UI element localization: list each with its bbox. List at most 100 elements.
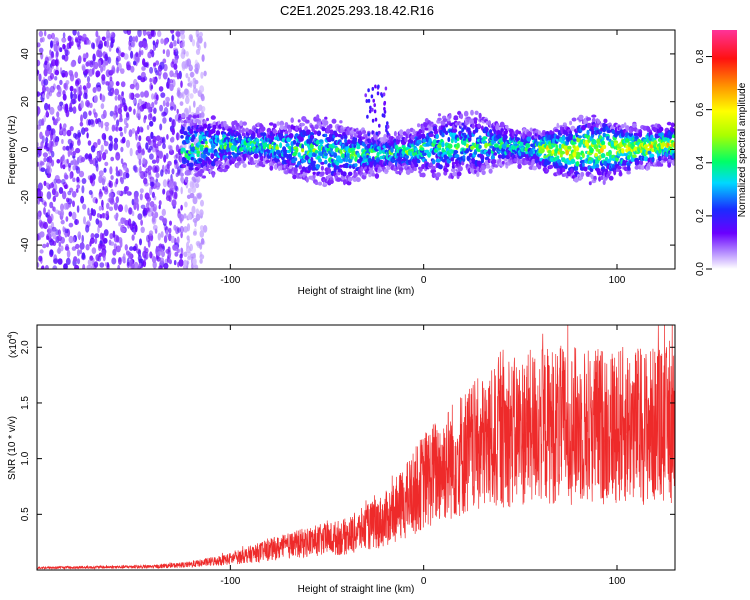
spectrogram-signal-cell xyxy=(478,112,482,119)
spectrogram-noise-cell xyxy=(49,85,55,93)
spectrogram-noise-cell xyxy=(97,43,103,49)
spectrogram-noise-cell xyxy=(117,204,124,213)
spectrogram-signal-cell xyxy=(559,150,566,155)
spectrogram-noise-cell xyxy=(200,199,204,207)
spectrogram-signal-cell xyxy=(419,147,425,151)
spectrogram-noise-cell xyxy=(180,41,185,48)
spectrogram-noise-cell xyxy=(175,30,181,37)
spectrogram-noise-cell xyxy=(102,254,106,262)
spectrogram-noise-cell xyxy=(142,250,147,259)
spectrogram-noise-cell xyxy=(128,106,132,112)
spectrogram-noise-cell xyxy=(134,35,139,43)
spectrogram-noise-cell xyxy=(52,265,58,269)
spectrogram-signal-cell xyxy=(427,153,431,158)
spectrogram-noise-cell xyxy=(65,257,71,265)
spectrogram-noise-cell xyxy=(169,145,173,152)
spectrogram-signal-cell xyxy=(613,169,617,176)
spectrogram-noise-cell xyxy=(37,198,40,205)
spectrogram-noise-cell xyxy=(96,87,102,92)
spectrogram-noise-cell xyxy=(109,166,113,175)
spectrogram-noise-cell xyxy=(165,229,169,238)
spectrogram-signal-cell xyxy=(626,170,631,175)
spectrogram-noise-cell xyxy=(67,149,71,158)
spectrogram-noise-cell xyxy=(77,31,80,37)
spectrogram-noise-cell xyxy=(180,204,183,211)
spectrogram-signal-cell xyxy=(312,171,316,175)
spectrogram-noise-cell xyxy=(157,251,161,257)
spectrogram-noise-cell xyxy=(179,253,183,259)
spectrogram-signal-cell xyxy=(288,133,294,139)
spectrogram-noise-cell xyxy=(72,236,76,243)
spectrogram-signal-cell xyxy=(297,119,301,123)
spectrogram-noise-cell xyxy=(37,146,40,155)
spectrogram-noise-cell xyxy=(40,161,45,166)
spectrogram-noise-cell xyxy=(46,66,53,75)
spectrogram-noise-cell xyxy=(117,107,123,115)
spectrogram-signal-cell xyxy=(180,135,184,139)
spectrogram-noise-cell xyxy=(120,158,124,165)
spectrogram-noise-cell xyxy=(148,230,154,236)
spectrogram-noise-cell xyxy=(57,229,62,236)
spectrogram-signal-cell xyxy=(577,135,583,139)
spectrogram-noise-cell xyxy=(73,132,77,139)
spectrogram-noise-cell xyxy=(91,42,95,49)
spectrogram-signal-cell xyxy=(197,119,202,125)
spectrogram-noise-cell xyxy=(180,186,183,195)
spectrogram-noise-cell xyxy=(135,132,138,141)
spectrogram-noise-cell xyxy=(143,76,148,81)
spectrogram-signal-cell xyxy=(205,140,208,145)
spectrogram-noise-cell xyxy=(77,139,81,146)
spectrogram-noise-cell xyxy=(42,85,46,93)
spectrogram-noise-cell xyxy=(115,81,120,87)
spectrogram-noise-cell xyxy=(129,147,133,157)
spectrogram-signal-cell xyxy=(476,171,480,177)
spectrogram-signal-cell xyxy=(198,173,203,177)
spectrogram-noise-cell xyxy=(89,213,92,221)
spectrogram-noise-cell xyxy=(151,116,156,122)
spectrogram-noise-cell xyxy=(93,112,98,119)
spectrogram-noise-cell xyxy=(86,132,89,139)
spectrogram-noise-cell xyxy=(173,40,177,47)
spectrogram-signal-cell xyxy=(374,117,378,122)
spectrogram-noise-cell xyxy=(47,155,53,164)
spectrogram-noise-cell xyxy=(39,249,44,254)
spectrogram-noise-cell xyxy=(156,181,159,187)
spectrogram-noise-cell xyxy=(72,106,77,114)
spectrogram-noise-cell xyxy=(63,263,68,269)
spectrogram-noise-cell xyxy=(170,30,175,34)
spectrogram-noise-cell xyxy=(54,175,60,182)
spectrogram-noise-cell xyxy=(142,58,146,66)
spectrogram-signal-cell xyxy=(545,168,550,173)
spectrogram-noise-cell xyxy=(49,201,54,209)
spectrogram-noise-cell xyxy=(155,145,159,153)
spectrogram-signal-cell xyxy=(621,148,625,154)
spectrogram-noise-cell xyxy=(59,47,63,53)
spectrogram-noise-cell xyxy=(142,157,146,164)
spectrogram-noise-cell xyxy=(46,235,50,240)
spectrogram-signal-cell xyxy=(414,163,419,168)
spectrogram-noise-cell xyxy=(88,110,92,116)
spectrogram-noise-cell xyxy=(150,131,154,140)
spectrogram-noise-cell xyxy=(125,250,130,256)
spectrogram-noise-cell xyxy=(37,69,40,75)
spectrogram-noise-cell xyxy=(130,261,135,269)
spectrogram-signal-cell xyxy=(334,132,339,138)
spectrogram-noise-cell xyxy=(115,57,119,66)
spectrogram-noise-cell xyxy=(128,92,133,100)
spectrogram-noise-cell xyxy=(118,117,123,123)
spectrogram-signal-cell xyxy=(627,165,631,171)
spectrogram-noise-cell xyxy=(166,134,169,140)
spectrogram-noise-cell xyxy=(181,47,185,55)
spectrogram-noise-cell xyxy=(47,225,53,231)
spectrogram-noise-cell xyxy=(162,143,166,150)
spectrogram-noise-cell xyxy=(108,206,114,212)
spectrogram-signal-cell xyxy=(180,119,184,124)
spectrogram-noise-cell xyxy=(160,38,164,45)
spectrogram-noise-cell xyxy=(124,186,128,195)
spectrogram-noise-cell xyxy=(101,199,104,208)
spectrogram-noise-cell xyxy=(163,263,169,269)
spectrogram-noise-cell xyxy=(158,247,163,253)
spectrogram-noise-cell xyxy=(202,225,208,233)
spectrogram-signal-cell xyxy=(447,143,453,149)
spectrogram-noise-cell xyxy=(124,244,128,251)
